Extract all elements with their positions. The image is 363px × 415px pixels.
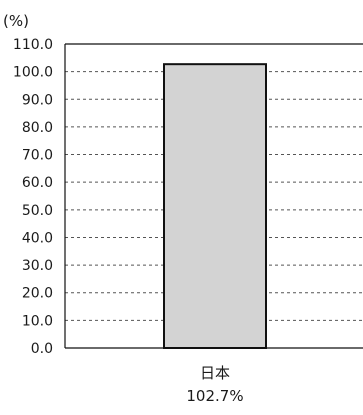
bars [163,63,267,349]
category-labels: 日本 102.7% [186,364,243,405]
y-tick-label: 0.0 [31,341,53,357]
y-tick-label: 90.0 [22,92,53,108]
category-label: 日本 [200,364,230,382]
plot-frame [64,43,363,349]
grid-lines [65,71,363,321]
y-axis-tick-labels: 0.0 10.0 20.0 30.0 40.0 50.0 60.0 70.0 80.0 90.0 1… [13,37,53,357]
bar [163,63,267,349]
y-tick-label: 30.0 [22,258,53,274]
y-tick-label: 110.0 [13,37,53,53]
y-tick-label: 60.0 [22,175,53,191]
y-tick-label: 20.0 [22,286,53,302]
y-tick-label: 70.0 [22,148,53,164]
y-tick-label: 50.0 [22,203,53,219]
y-tick-label: 80.0 [22,120,53,136]
data-label: 102.7% [186,387,243,405]
y-tick-label: 10.0 [22,313,53,329]
y-tick-label: 40.0 [22,230,53,246]
y-tick-label: 100.0 [13,65,53,81]
y-axis-unit-label: (%) [3,12,29,30]
